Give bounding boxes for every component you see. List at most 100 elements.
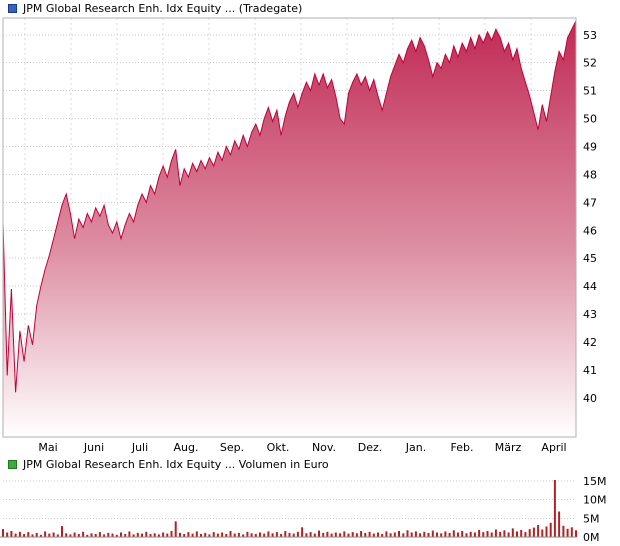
x-tick-label: Okt. <box>267 441 290 454</box>
volume-bar <box>478 529 481 537</box>
volume-bar <box>305 533 308 538</box>
volume-bar <box>86 534 89 538</box>
volume-bar <box>195 531 198 537</box>
volume-tick-label: 15M <box>583 475 607 488</box>
volume-bar <box>82 531 85 538</box>
price-chart-header: JPM Global Research Enh. Idx Equity ... … <box>0 0 620 16</box>
volume-bar <box>103 534 106 537</box>
volume-bar <box>14 533 17 537</box>
volume-bar <box>73 532 76 537</box>
volume-bar <box>157 534 160 537</box>
volume-bar <box>507 532 510 537</box>
volume-bar <box>318 530 320 537</box>
volume-bar <box>120 532 122 537</box>
volume-bar <box>183 534 186 537</box>
y-tick-label: 46 <box>583 224 597 237</box>
volume-bar <box>461 531 464 537</box>
volume-bar <box>301 527 304 538</box>
volume-bar <box>355 533 358 538</box>
volume-bar <box>162 532 165 537</box>
volume-bar <box>170 531 173 537</box>
volume-bar <box>229 531 232 537</box>
volume-bar <box>292 533 295 537</box>
volume-bar <box>111 533 114 537</box>
y-tick-label: 42 <box>583 336 597 349</box>
volume-bar <box>473 532 476 537</box>
volume-bar <box>267 531 270 537</box>
volume-bar <box>377 532 379 537</box>
y-tick-label: 53 <box>583 29 597 42</box>
volume-bar <box>242 534 245 537</box>
volume-bar <box>280 534 283 537</box>
volume-bar <box>465 533 468 538</box>
volume-bar <box>334 532 337 537</box>
volume-bar <box>457 532 459 537</box>
volume-bar <box>6 532 9 537</box>
volume-bar <box>440 533 443 538</box>
volume-bar <box>31 534 34 537</box>
volume-bar <box>558 511 561 537</box>
volume-bar <box>541 529 544 537</box>
y-tick-label: 41 <box>583 364 597 377</box>
volume-bar <box>191 533 194 537</box>
volume-bar <box>423 531 426 538</box>
x-tick-label: Sep. <box>220 441 244 454</box>
volume-bar <box>18 531 21 538</box>
volume-bar <box>419 533 422 538</box>
volume-bar <box>389 533 392 538</box>
volume-bar-chart: 0M 5M 10M 15M <box>0 475 607 544</box>
volume-bar <box>271 533 274 538</box>
volume-bar <box>381 534 384 537</box>
x-tick-label: Jan. <box>405 441 426 454</box>
volume-bar <box>212 532 215 537</box>
volume-bar <box>65 533 68 538</box>
y-tick-label: 51 <box>583 85 597 98</box>
volume-bar <box>132 534 135 537</box>
volume-bar <box>499 531 502 538</box>
price-line <box>2 20 577 393</box>
volume-bar <box>431 530 434 537</box>
volume-bar <box>482 532 485 537</box>
x-tick-label: Dez. <box>358 441 383 454</box>
volume-bar <box>128 531 131 537</box>
volume-bar <box>364 532 367 537</box>
volume-bar <box>77 534 80 537</box>
volume-bar <box>94 534 97 537</box>
volume-bar <box>288 532 291 537</box>
volume-bar <box>166 533 169 537</box>
y-tick-label: 40 <box>583 392 597 405</box>
volume-bar <box>494 529 497 537</box>
y-tick-label: 43 <box>583 308 597 321</box>
volume-bar <box>545 526 548 537</box>
volume-bar <box>141 533 143 537</box>
volume-bar <box>503 530 506 538</box>
volume-bar <box>149 534 152 537</box>
volume-bar <box>174 521 177 538</box>
volume-bar <box>98 532 101 537</box>
volume-bar <box>326 531 329 538</box>
volume-legend-marker <box>8 459 17 469</box>
volume-bar <box>410 532 413 537</box>
volume-tick-label: 10M <box>583 494 607 507</box>
volume-tick-label: 0M <box>583 531 600 544</box>
volume-bar <box>452 530 455 538</box>
volume-bar <box>237 532 240 537</box>
volume-bar <box>562 525 565 538</box>
price-area-chart: Mai Juni Juli Aug. Sep. Okt. Nov. Dez. Jan. Feb. M… <box>2 17 597 454</box>
volume-bar <box>204 532 207 537</box>
volume-bar <box>115 534 118 538</box>
volume-bar <box>208 534 211 537</box>
volume-bar <box>486 531 489 537</box>
volume-bar <box>2 529 4 537</box>
volume-bar <box>385 531 388 537</box>
volume-bar <box>263 533 266 537</box>
y-tick-label: 48 <box>583 168 597 181</box>
volume-bar <box>216 533 219 537</box>
volume-bar <box>136 532 139 537</box>
x-tick-label: Mai <box>38 441 57 454</box>
volume-bar <box>343 531 346 537</box>
volume-bar <box>259 532 261 537</box>
volume-bar <box>575 530 577 538</box>
volume-bar <box>372 533 375 537</box>
y-tick-label: 49 <box>583 141 597 154</box>
